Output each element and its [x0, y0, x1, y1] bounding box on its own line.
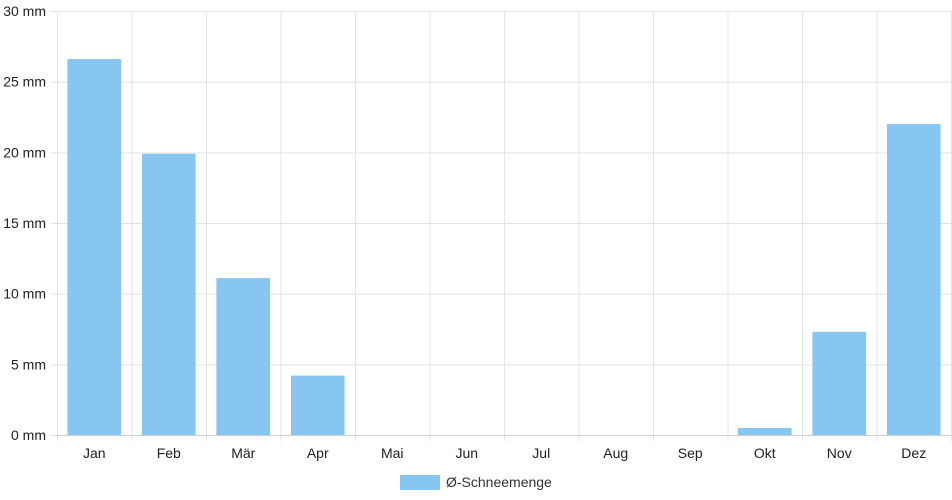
x-tick-label: Okt [754, 445, 776, 461]
y-tick-label: 0 mm [11, 427, 46, 443]
y-tick-label: 20 mm [3, 144, 46, 160]
bar-Mär[interactable] [216, 278, 271, 435]
legend-swatch[interactable] [400, 475, 440, 490]
x-tick-label: Aug [603, 445, 628, 461]
bar-Feb[interactable] [141, 153, 196, 435]
x-tick-label: Feb [157, 445, 181, 461]
legend-label[interactable]: Ø-Schneemenge [446, 474, 552, 490]
x-tick-label: Dez [901, 445, 926, 461]
tick-labels: 0 mm 5 mm 10 mm 15 mm 20 mm 25 mm 30 mm Jan Feb M… [3, 3, 926, 461]
bar-Dez[interactable] [886, 124, 941, 436]
x-tick-label: Mai [381, 445, 404, 461]
x-tick-label: Sep [678, 445, 703, 461]
y-tick-label: 25 mm [3, 74, 46, 90]
legend[interactable]: Ø-Schneemenge [400, 474, 552, 490]
bar-Jan[interactable] [67, 59, 122, 435]
x-tick-label: Jan [83, 445, 106, 461]
grid-lines [51, 11, 952, 441]
y-tick-label: 30 mm [3, 3, 46, 19]
x-tick-label: Nov [827, 445, 852, 461]
y-tick-label: 15 mm [3, 215, 46, 231]
x-tick-label: Jul [532, 445, 550, 461]
x-tick-label: Jun [455, 445, 478, 461]
x-tick-label: Mär [231, 445, 255, 461]
y-tick-label: 10 mm [3, 286, 46, 302]
bars [67, 59, 941, 436]
bar-Apr[interactable] [290, 375, 345, 435]
y-tick-label: 5 mm [11, 356, 46, 372]
bar-Okt[interactable] [737, 427, 792, 435]
bar-Nov[interactable] [812, 331, 867, 435]
x-tick-label: Apr [307, 445, 329, 461]
